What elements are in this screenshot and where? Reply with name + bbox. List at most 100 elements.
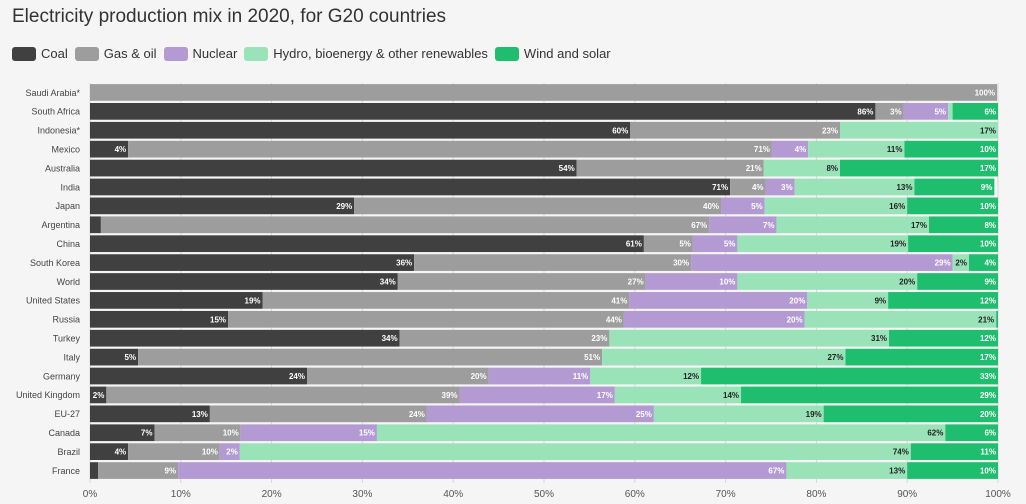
bar-segment-hydro-bioenergy-other-renewables[interactable] (952, 254, 969, 271)
bar-segment-coal[interactable] (90, 254, 415, 271)
bar-segment-wind-and-solar[interactable] (996, 310, 998, 328)
bar-segment-coal[interactable] (90, 329, 400, 347)
bar-segment-coal[interactable] (90, 140, 129, 158)
bar-segment-hydro-bioenergy-other-renewables[interactable] (602, 348, 846, 366)
bar-segment-wind-and-solar[interactable] (845, 348, 998, 366)
bar-segment-hydro-bioenergy-other-renewables[interactable] (737, 235, 909, 253)
bar-segment-gas-oil[interactable] (875, 103, 904, 120)
bar-segment-gas-oil[interactable] (128, 443, 220, 460)
bar-segment-gas-oil[interactable] (307, 367, 489, 385)
bar-segment-wind-and-solar[interactable] (914, 178, 995, 196)
bar-segment-hydro-bioenergy-other-renewables[interactable] (948, 103, 953, 120)
bar-segment-wind-and-solar[interactable] (968, 254, 998, 271)
bar-segment-gas-oil[interactable] (262, 292, 630, 309)
bar-segment-gas-oil[interactable] (576, 159, 764, 177)
bar-segment-coal[interactable] (90, 310, 229, 328)
bar-segment-nuclear[interactable] (623, 310, 805, 328)
bar-segment-gas-oil[interactable] (209, 405, 427, 423)
bar-segment-gas-oil[interactable] (643, 235, 693, 253)
legend-item-hydro-bioenergy-other-renewables[interactable]: Hydro, bioenergy & other renewables (244, 46, 488, 61)
bar-segment-hydro-bioenergy-other-renewables[interactable] (808, 140, 905, 158)
bar-segment-hydro-bioenergy-other-renewables[interactable] (239, 443, 911, 460)
bar-segment-hydro-bioenergy-other-renewables[interactable] (776, 216, 929, 234)
bar-segment-gas-oil[interactable] (106, 386, 460, 404)
bar-segment-nuclear[interactable] (771, 140, 809, 158)
legend-item-coal[interactable]: Coal (12, 46, 68, 61)
bar-segment-nuclear[interactable] (178, 462, 787, 479)
bar-segment-hydro-bioenergy-other-renewables[interactable] (653, 405, 824, 423)
bar-segment-nuclear[interactable] (426, 405, 654, 423)
bar-segment-nuclear[interactable] (692, 235, 738, 253)
bar-segment-hydro-bioenergy-other-renewables[interactable] (804, 310, 997, 328)
bar-segment-gas-oil[interactable] (630, 121, 841, 139)
bar-segment-hydro-bioenergy-other-renewables[interactable] (376, 424, 946, 442)
bar-segment-wind-and-solar[interactable] (928, 216, 998, 234)
bar-segment-wind-and-solar[interactable] (910, 443, 998, 460)
bar-segment-wind-and-solar[interactable] (823, 405, 998, 423)
legend-item-wind-and-solar[interactable]: Wind and solar (494, 46, 611, 61)
bar-segment-nuclear[interactable] (765, 178, 795, 196)
bar-segment-hydro-bioenergy-other-renewables[interactable] (737, 273, 918, 290)
bar-segment-gas-oil[interactable] (138, 348, 603, 366)
bar-segment-hydro-bioenergy-other-renewables[interactable] (786, 462, 908, 479)
bar-segment-nuclear[interactable] (488, 367, 591, 385)
bar-segment-wind-and-solar[interactable] (889, 329, 998, 347)
bar-segment-wind-and-solar[interactable] (907, 462, 998, 479)
bar-segment-wind-and-solar[interactable] (701, 367, 998, 385)
bar-segment-gas-oil[interactable] (228, 310, 624, 328)
bar-segment-gas-oil[interactable] (98, 462, 179, 479)
bar-segment-nuclear[interactable] (459, 386, 615, 404)
bar-segment-wind-and-solar[interactable] (840, 159, 998, 177)
bar-segment-coal[interactable] (90, 348, 139, 366)
bar-segment-nuclear[interactable] (721, 197, 765, 215)
bar-segment-nuclear[interactable] (240, 424, 377, 442)
bar-segment-coal[interactable] (90, 273, 398, 290)
bar-segment-nuclear[interactable] (903, 103, 949, 120)
bar-segment-coal[interactable] (90, 216, 101, 234)
bar-segment-gas-oil[interactable] (128, 140, 772, 158)
bar-segment-coal[interactable] (90, 121, 631, 139)
bar-segment-hydro-bioenergy-other-renewables[interactable] (763, 159, 841, 177)
bar-segment-gas-oil[interactable] (414, 254, 692, 271)
bar-segment-hydro-bioenergy-other-renewables[interactable] (614, 386, 742, 404)
legend-item-gas-oil[interactable]: Gas & oil (74, 46, 157, 61)
bar-segment-nuclear[interactable] (219, 443, 240, 460)
bar-segment-nuclear[interactable] (709, 216, 777, 234)
bar-segment-nuclear[interactable] (691, 254, 953, 271)
bar-segment-coal[interactable] (90, 424, 155, 442)
bar-segment-wind-and-solar[interactable] (952, 103, 998, 120)
bar-segment-coal[interactable] (90, 367, 308, 385)
bar-segment-nuclear[interactable] (629, 292, 808, 309)
bar-segment-coal[interactable] (90, 197, 355, 215)
bar-segment-gas-oil[interactable] (397, 273, 646, 290)
bar-segment-gas-oil[interactable] (399, 329, 610, 347)
bar-segment-gas-oil[interactable] (354, 197, 722, 215)
bar-segment-nuclear[interactable] (645, 273, 738, 290)
bar-segment-wind-and-solar[interactable] (888, 292, 998, 309)
bar-segment-hydro-bioenergy-other-renewables[interactable] (609, 329, 890, 347)
bar-segment-hydro-bioenergy-other-renewables[interactable] (590, 367, 702, 385)
bar-segment-coal[interactable] (90, 386, 107, 404)
bar-segment-wind-and-solar[interactable] (917, 273, 998, 290)
bar-segment-hydro-bioenergy-other-renewables[interactable] (794, 178, 915, 196)
bar-segment-coal[interactable] (90, 103, 876, 120)
bar-segment-hydro-bioenergy-other-renewables[interactable] (840, 121, 998, 139)
bar-segment-coal[interactable] (90, 292, 263, 309)
bar-segment-coal[interactable] (90, 462, 99, 479)
bar-segment-wind-and-solar[interactable] (908, 235, 998, 253)
bar-segment-hydro-bioenergy-other-renewables[interactable] (807, 292, 889, 309)
bar-segment-wind-and-solar[interactable] (904, 140, 998, 158)
bar-segment-gas-oil[interactable] (730, 178, 766, 196)
bar-segment-gas-oil[interactable] (154, 424, 241, 442)
bar-segment-coal[interactable] (90, 235, 644, 253)
bar-segment-gas-oil[interactable] (100, 216, 710, 234)
bar-segment-coal[interactable] (90, 178, 731, 196)
bar-segment-wind-and-solar[interactable] (907, 197, 998, 215)
bar-segment-wind-and-solar[interactable] (945, 424, 998, 442)
legend-item-nuclear[interactable]: Nuclear (163, 46, 237, 61)
bar-segment-hydro-bioenergy-other-renewables[interactable] (764, 197, 908, 215)
bar-segment-wind-and-solar[interactable] (741, 386, 998, 404)
bar-segment-coal[interactable] (90, 159, 577, 177)
bar-segment-coal[interactable] (90, 443, 129, 460)
bar-segment-gas-oil[interactable] (90, 84, 998, 101)
